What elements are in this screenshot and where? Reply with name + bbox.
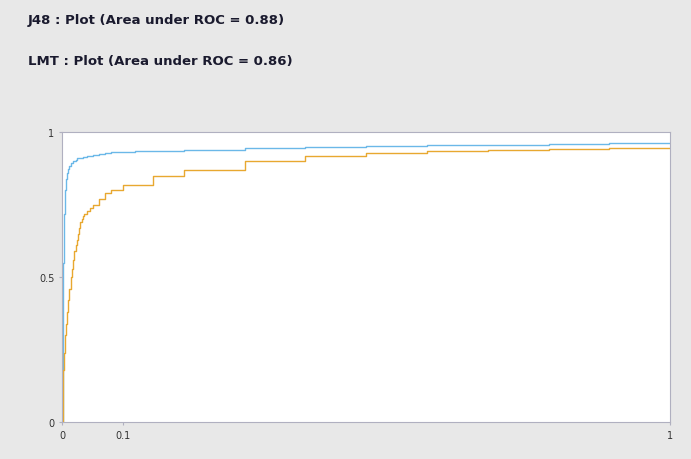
Text: LMT : Plot (Area under ROC = 0.86): LMT : Plot (Area under ROC = 0.86): [28, 55, 292, 68]
Text: J48 : Plot (Area under ROC = 0.88): J48 : Plot (Area under ROC = 0.88): [28, 14, 285, 27]
